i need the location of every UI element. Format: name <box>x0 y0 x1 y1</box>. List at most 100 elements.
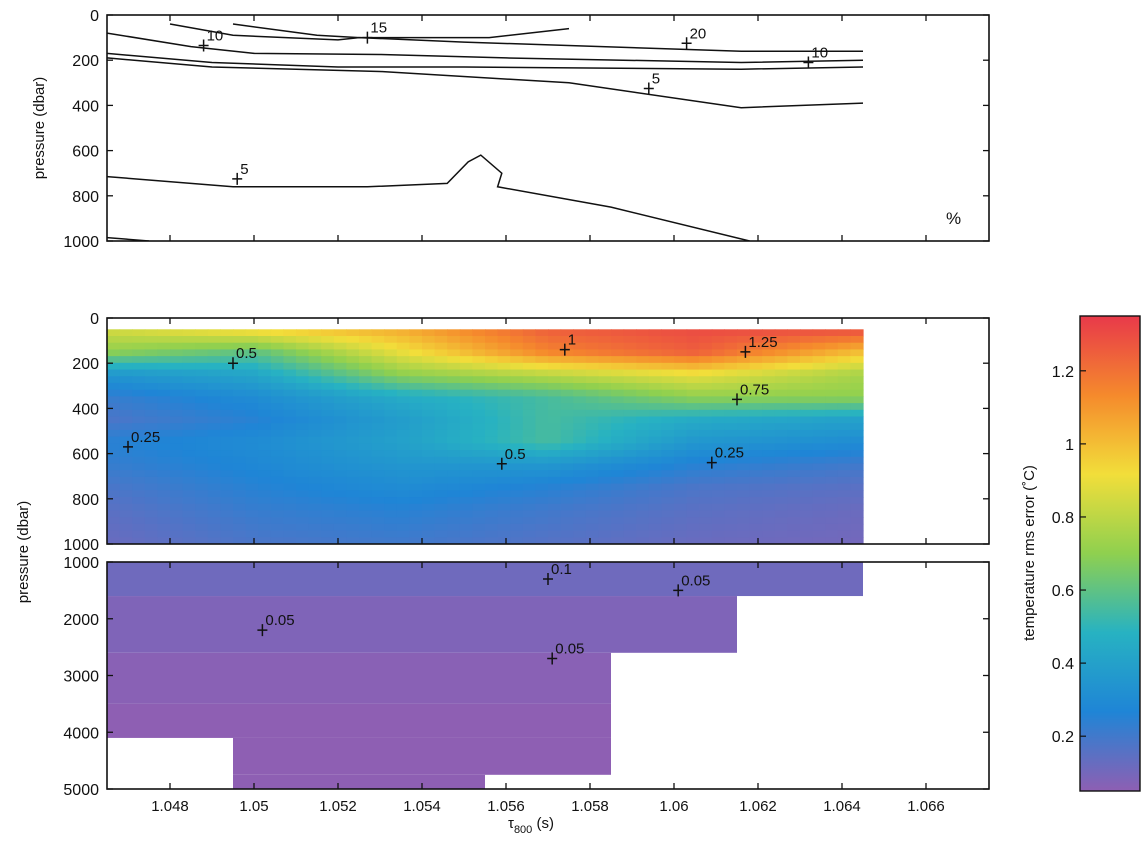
heatmap-cell <box>195 349 209 357</box>
heatmap-cell <box>182 403 196 411</box>
heatmap-cell <box>661 497 675 505</box>
heatmap-cell <box>699 450 713 458</box>
heatmap-cell <box>371 403 385 411</box>
heatmap-cell <box>270 356 284 364</box>
heatmap-cell <box>485 389 499 397</box>
heatmap-cell <box>548 396 562 404</box>
heatmap-cell <box>434 329 448 337</box>
heatmap-cell <box>686 503 700 512</box>
heatmap-cell <box>573 463 587 471</box>
heatmap-cell <box>623 416 637 424</box>
heatmap-cell <box>296 517 310 525</box>
heatmap-cell <box>636 463 650 471</box>
heatmap-cell <box>762 336 776 344</box>
heatmap-cell <box>623 470 637 478</box>
heatmap-cell <box>434 510 448 518</box>
heatmap-cell <box>447 356 461 364</box>
heatmap-cell <box>308 523 322 532</box>
heatmap-cell <box>119 490 133 498</box>
heatmap-cell <box>749 429 763 438</box>
heatmap-cell <box>157 450 171 458</box>
heatmap-cell <box>724 376 738 384</box>
heatmap-cell <box>346 523 360 532</box>
heatmap-cell <box>850 369 864 377</box>
heatmap-cell <box>737 436 751 444</box>
heatmap-cell <box>485 376 499 384</box>
heatmap-cell <box>258 530 272 538</box>
heatmap-cell <box>283 356 297 364</box>
heatmap-cell <box>107 336 121 344</box>
heatmap-cell <box>195 396 209 404</box>
heatmap-cell <box>724 389 738 397</box>
heatmap-cell <box>144 470 158 478</box>
heatmap-cell <box>800 396 814 404</box>
heatmap-cell <box>573 483 587 491</box>
heatmap-cell <box>800 382 814 391</box>
heatmap-cell <box>321 349 335 357</box>
heatmap-cell <box>787 470 801 478</box>
heatmap-cell <box>308 329 322 337</box>
heatmap-cell <box>144 490 158 498</box>
heatmap-cell <box>485 530 499 538</box>
heatmap-cell <box>308 369 322 377</box>
heatmap-cell <box>573 476 587 485</box>
contour-label-marker <box>673 584 684 597</box>
heatmap-cell <box>270 523 284 532</box>
contour-label: 10 <box>811 44 828 61</box>
heatmap-cell <box>359 517 373 525</box>
heatmap-cell <box>573 510 587 518</box>
heatmap-cell <box>144 450 158 458</box>
heatmap-cell <box>359 429 373 438</box>
heatmap-cell <box>182 530 196 538</box>
heatmap-cell <box>434 530 448 538</box>
heatmap-cell <box>472 369 486 377</box>
heatmap-cell <box>132 356 146 364</box>
heatmap-cell <box>787 497 801 505</box>
heatmap-cell <box>812 443 826 451</box>
heatmap-cell <box>333 403 347 411</box>
heatmap-cell <box>107 403 121 411</box>
heatmap-cell <box>661 517 675 525</box>
heatmap-cell <box>170 523 184 532</box>
heatmap-cell <box>623 510 637 518</box>
heatmap-cell <box>308 450 322 458</box>
heatmap-cell <box>220 403 234 411</box>
heatmap-cell <box>648 349 662 357</box>
heatmap-cell <box>119 403 133 411</box>
heatmap-cell <box>711 416 725 424</box>
heatmap-cell <box>674 537 688 544</box>
y-tick-label: 200 <box>72 356 99 373</box>
heatmap-cell <box>762 329 776 337</box>
heatmap-cell <box>258 356 272 364</box>
heatmap-cell <box>233 349 247 357</box>
heatmap-cell <box>661 416 675 424</box>
heatmap-cell <box>220 456 234 465</box>
heatmap-cell <box>472 376 486 384</box>
heatmap-cell <box>157 497 171 505</box>
top-panel-frame <box>106 14 990 242</box>
heatmap-cell <box>573 382 587 391</box>
heatmap-cell <box>699 436 713 444</box>
heatmap-cell <box>598 342 612 351</box>
heatmap-cell <box>207 396 221 404</box>
heatmap-cell <box>548 443 562 451</box>
heatmap-cell <box>573 517 587 525</box>
heatmap-cell <box>774 490 788 498</box>
heatmap-block <box>233 774 485 789</box>
heatmap-cell <box>560 369 574 377</box>
heatmap-cell <box>800 530 814 538</box>
heatmap-cell <box>371 463 385 471</box>
y-tick-label: 600 <box>72 144 99 161</box>
heatmap-cell <box>800 470 814 478</box>
heatmap-cell <box>825 416 839 424</box>
heatmap-cell <box>270 510 284 518</box>
heatmap-cell <box>157 463 171 471</box>
heatmap-cell <box>245 423 259 431</box>
heatmap-cell <box>497 436 511 444</box>
heatmap-cell <box>623 342 637 351</box>
heatmap-cell <box>434 490 448 498</box>
heatmap-cell <box>648 336 662 344</box>
heatmap-cell <box>182 396 196 404</box>
heatmap-cell <box>132 369 146 377</box>
heatmap-cell <box>573 342 587 351</box>
